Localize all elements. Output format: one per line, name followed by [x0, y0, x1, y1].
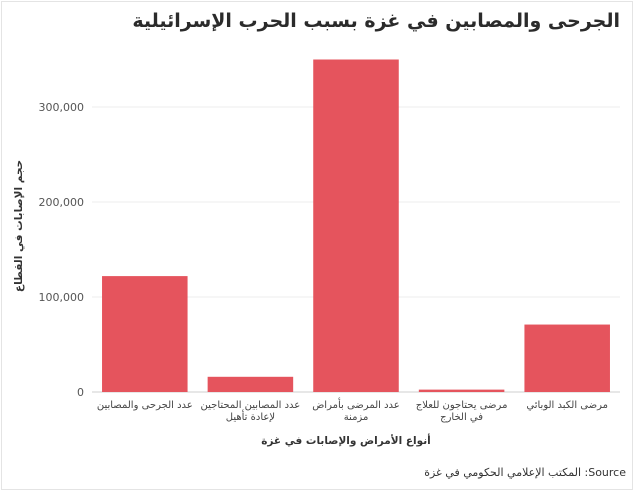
x-tick-label: مزمنة: [344, 412, 369, 423]
bar: [207, 376, 294, 392]
bar: [313, 59, 399, 392]
chart-title: الجرحى والمصابين في غزة بسبب الحرب الإسر…: [132, 10, 620, 32]
x-tick-label: مرضى يحتاجون للعلاج: [416, 400, 508, 411]
bar: [418, 389, 505, 392]
bar: [524, 324, 610, 392]
y-tick-label: 0: [77, 386, 84, 399]
x-tick-label: عدد المرضى بأمراض: [312, 397, 400, 411]
bar: [102, 276, 188, 392]
y-axis-label: حجم الإصابات في القطاع: [13, 160, 25, 292]
y-tick-label: 200,000: [39, 196, 85, 209]
x-tick-label: في الخارج: [440, 412, 483, 423]
x-tick-label: عدد المصابين المحتاجين: [201, 400, 301, 411]
source-note: المكتب الإعلامي الحكومي في غزة :Source: [424, 466, 626, 479]
x-tick-label: مرضى الكبد الوبائي: [526, 400, 608, 411]
x-axis-label: أنواع الأمراض والإصابات في غزة: [261, 433, 431, 447]
x-tick-label: لإعادة تأهيل: [226, 409, 275, 423]
y-tick-label: 100,000: [39, 291, 85, 304]
y-tick-label: 300,000: [39, 101, 85, 114]
x-tick-label: عدد الجرحى والمصابين: [97, 400, 193, 411]
